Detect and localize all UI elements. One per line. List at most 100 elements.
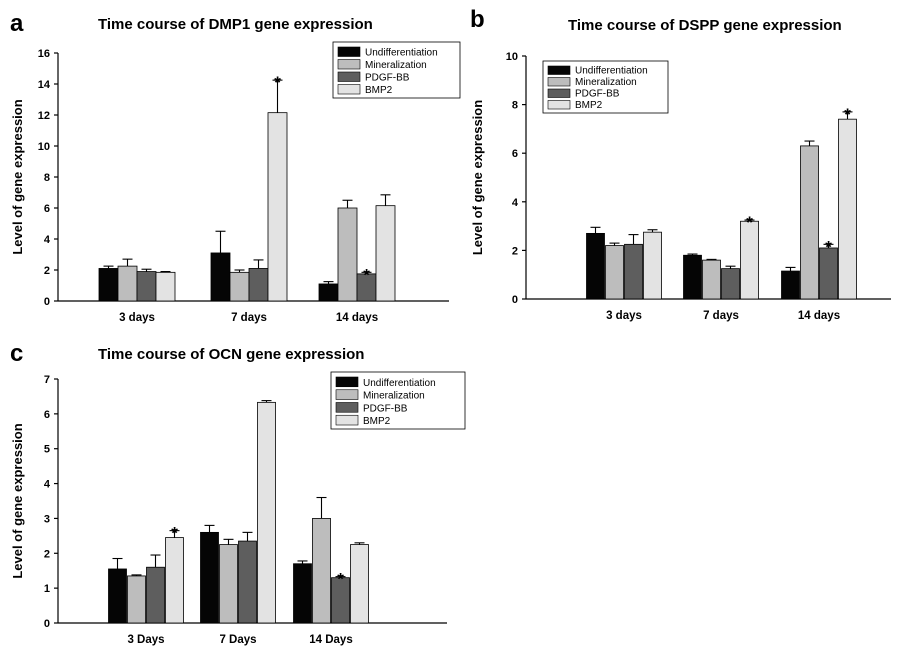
bar-mineralization-1 — [117, 265, 138, 302]
significance-star: * — [746, 213, 753, 232]
x-tick-label: 7 days — [231, 312, 267, 324]
bar-mineralization-3 — [337, 207, 358, 302]
y-tick-label: 6 — [44, 409, 50, 421]
bar-pdgf-bb-2 — [248, 268, 269, 302]
x-tick-label: 7 days — [703, 310, 739, 322]
significance-star: * — [337, 570, 344, 589]
bar-mineralization-2 — [702, 259, 721, 300]
significance-star: * — [844, 105, 851, 124]
bar-bmp2-2 — [267, 112, 288, 302]
y-tick-label: 8 — [512, 100, 518, 112]
legend-entry-label: BMP2 — [363, 416, 391, 427]
x-tick-label: 3 Days — [127, 634, 164, 646]
bar-undifferentiation-2 — [683, 254, 702, 300]
bar-pdgf-bb-2 — [238, 540, 257, 624]
x-tick-label: 14 Days — [309, 634, 352, 646]
legend-swatch — [337, 46, 361, 57]
y-axis-label: Level of gene expression — [10, 99, 25, 254]
legend-swatch — [547, 88, 571, 98]
bar-bmp2-1 — [155, 271, 176, 302]
bar-pdgf-bb-1 — [136, 271, 157, 302]
bar-mineralization-1 — [127, 575, 146, 624]
bar-undifferentiation-2 — [200, 531, 219, 624]
bar-undifferentiation-3 — [781, 270, 800, 300]
y-tick-label: 7 — [44, 374, 50, 386]
y-tick-label: 5 — [44, 444, 50, 456]
panel-letter: a — [10, 10, 24, 37]
legend: UndifferentiationMineralizationPDGF-BBBM… — [330, 371, 466, 430]
chart-panel-b: b Time course of DSPP gene expression Leve… — [470, 6, 891, 322]
y-tick-label: 16 — [38, 48, 50, 60]
y-tick-label: 2 — [44, 548, 50, 560]
y-tick-label: 1 — [44, 583, 50, 595]
bar-undifferentiation-3 — [318, 283, 339, 302]
y-tick-label: 2 — [512, 245, 518, 257]
y-tick-label: 8 — [44, 172, 50, 184]
legend-entry-label: PDGF-BB — [363, 403, 408, 414]
legend-entry-label: BMP2 — [575, 100, 603, 111]
chart-panel-a: a Time course of DMP1 gene expression Leve… — [10, 10, 461, 324]
x-tick-label: 3 days — [119, 312, 155, 324]
y-tick-label: 4 — [44, 234, 51, 246]
significance-star: * — [274, 73, 281, 92]
bar-bmp2-2 — [257, 401, 276, 624]
legend-entry-label: PDGF-BB — [575, 89, 620, 100]
legend-entry-label: Mineralization — [363, 391, 425, 402]
bar-bmp2-2 — [740, 220, 759, 300]
legend-swatch — [337, 84, 361, 95]
significance-star: * — [171, 524, 178, 543]
chart-title: Time course of DSPP gene expression — [568, 17, 842, 34]
y-tick-label: 0 — [44, 618, 50, 630]
bar-bmp2-3 — [350, 544, 369, 624]
y-tick-label: 4 — [512, 197, 519, 209]
bar-undifferentiation-1 — [98, 268, 119, 302]
legend-swatch — [337, 59, 361, 70]
bar-bmp2-3 — [838, 118, 857, 300]
legend-swatch — [547, 77, 571, 87]
legend-entry-label: BMP2 — [365, 85, 393, 96]
y-tick-label: 0 — [44, 296, 50, 308]
significance-star: * — [825, 237, 832, 256]
legend-swatch — [547, 65, 571, 75]
chart-title: Time course of OCN gene expression — [98, 346, 364, 363]
legend-entry-label: PDGF-BB — [365, 73, 410, 84]
legend-swatch — [337, 71, 361, 82]
legend-entry-label: Undifferentiation — [575, 66, 648, 77]
bar-bmp2-3 — [375, 205, 396, 302]
bar-mineralization-1 — [605, 245, 624, 300]
legend-swatch — [335, 376, 359, 388]
bar-undifferentiation-1 — [108, 568, 127, 624]
x-tick-label: 7 Days — [219, 634, 256, 646]
y-axis-label: Level of gene expression — [470, 100, 485, 255]
panel-letter: c — [10, 340, 23, 367]
legend-swatch — [335, 414, 359, 426]
legend-entry-label: Mineralization — [575, 77, 637, 88]
y-tick-label: 6 — [512, 148, 518, 160]
legend: UndifferentiationMineralizationPDGF-BBBM… — [332, 41, 461, 99]
y-tick-label: 4 — [44, 479, 51, 491]
bar-undifferentiation-2 — [210, 252, 231, 302]
x-tick-label: 14 days — [336, 312, 378, 324]
x-tick-label: 14 days — [798, 310, 840, 322]
y-tick-label: 2 — [44, 265, 50, 277]
y-tick-label: 10 — [38, 141, 50, 153]
y-tick-label: 12 — [38, 110, 50, 122]
panel-letter: b — [470, 6, 485, 33]
y-axis-label: Level of gene expression — [10, 423, 25, 578]
bar-bmp2-1 — [165, 537, 184, 624]
y-tick-label: 0 — [512, 294, 518, 306]
y-tick-label: 14 — [38, 79, 51, 91]
x-tick-label: 3 days — [606, 310, 642, 322]
legend-entry-label: Undifferentiation — [365, 48, 438, 59]
bar-mineralization-3 — [312, 518, 331, 624]
y-tick-label: 10 — [506, 51, 518, 63]
bar-undifferentiation-1 — [586, 232, 605, 300]
y-tick-label: 6 — [44, 203, 50, 215]
y-tick-label: 3 — [44, 513, 50, 525]
bar-mineralization-2 — [229, 271, 250, 302]
bar-bmp2-1 — [643, 231, 662, 300]
bar-mineralization-3 — [800, 145, 819, 300]
bar-pdgf-bb-1 — [624, 243, 643, 300]
bar-undifferentiation-3 — [293, 563, 312, 624]
